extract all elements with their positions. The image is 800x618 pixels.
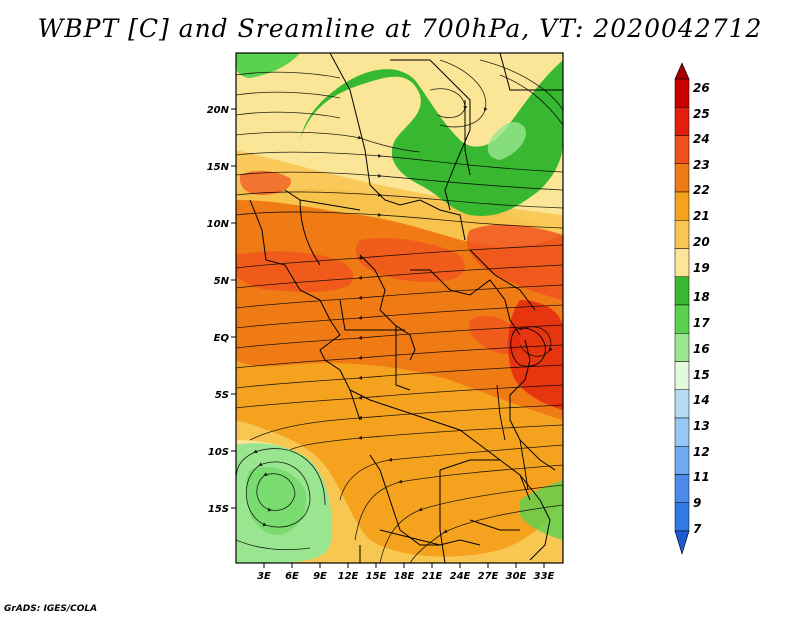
colorbar-segment	[674, 304, 690, 334]
map-field	[236, 53, 563, 563]
colorbar-label: 20	[693, 235, 710, 249]
colorbar-segment	[674, 135, 690, 164]
lon-label: 33E	[534, 571, 555, 582]
lat-label: 10S	[208, 447, 229, 458]
lat-label: 15N	[207, 162, 230, 173]
lat-label: EQ	[214, 333, 230, 344]
chart-title: WBPT [C] and Sreamline at 700hPa, VT: 20…	[37, 14, 763, 43]
colorbar-label: 13	[693, 419, 710, 433]
lakes	[496, 327, 546, 491]
colorbar-segment	[674, 276, 690, 306]
colorbar-segment	[674, 220, 690, 249]
colorbar-bottom-arrow	[674, 530, 690, 556]
lat-label: 15S	[208, 504, 229, 515]
colorbar-segment	[674, 446, 690, 475]
colorbar-segment	[674, 474, 690, 503]
lat-label: 5S	[215, 390, 229, 401]
colorbar-label: 11	[693, 470, 710, 484]
colorbar-segment	[674, 78, 690, 108]
colorbar-segment	[674, 107, 690, 136]
lon-label: 21E	[422, 571, 443, 582]
colorbar-label: 24	[693, 132, 710, 146]
colorbar-label: 23	[693, 158, 710, 172]
lon-label: 24E	[450, 571, 471, 582]
colorbar-label: 12	[693, 445, 710, 459]
lon-label: 12E	[338, 571, 359, 582]
country-borders	[249, 53, 563, 563]
lon-label: 6E	[285, 571, 299, 582]
colorbar-segment	[674, 361, 690, 390]
map-frame	[235, 52, 564, 564]
colorbar-label: 25	[693, 107, 710, 121]
lon-label: 27E	[478, 571, 499, 582]
lat-label: 20N	[207, 105, 230, 116]
colorbar-label: 15	[693, 368, 710, 382]
colorbar: 26 25 24 23 22 21 20 19 18 17 16 15 14 1…	[674, 62, 710, 556]
colorbar-segment	[674, 389, 690, 419]
lon-label: 18E	[394, 571, 415, 582]
lat-label: 5N	[214, 276, 230, 287]
lon-label: 30E	[506, 571, 527, 582]
lat-label: 10N	[207, 219, 230, 230]
colorbar-label: 19	[693, 261, 710, 275]
lon-label: 9E	[313, 571, 327, 582]
grads-credit: GrADS: IGES/COLA	[4, 604, 98, 614]
colorbar-label: 14	[693, 393, 710, 407]
lon-label: 15E	[366, 571, 387, 582]
colorbar-label: 21	[693, 209, 710, 223]
colorbar-label: 16	[693, 342, 710, 356]
colorbar-label: 18	[693, 290, 710, 304]
colorbar-segment	[674, 163, 690, 193]
lon-label: 3E	[257, 571, 271, 582]
colorbar-label: 26	[693, 81, 710, 95]
colorbar-top-arrow	[674, 62, 690, 80]
colorbar-label: 17	[693, 316, 710, 330]
colorbar-segment	[674, 502, 690, 532]
colorbar-label: 7	[693, 522, 702, 536]
colorbar-segment	[674, 333, 690, 362]
colorbar-segment	[674, 417, 690, 447]
colorbar-segment	[674, 191, 690, 221]
colorbar-label: 22	[693, 183, 710, 197]
colorbar-segment	[674, 248, 690, 277]
colorbar-label: 9	[693, 496, 701, 510]
